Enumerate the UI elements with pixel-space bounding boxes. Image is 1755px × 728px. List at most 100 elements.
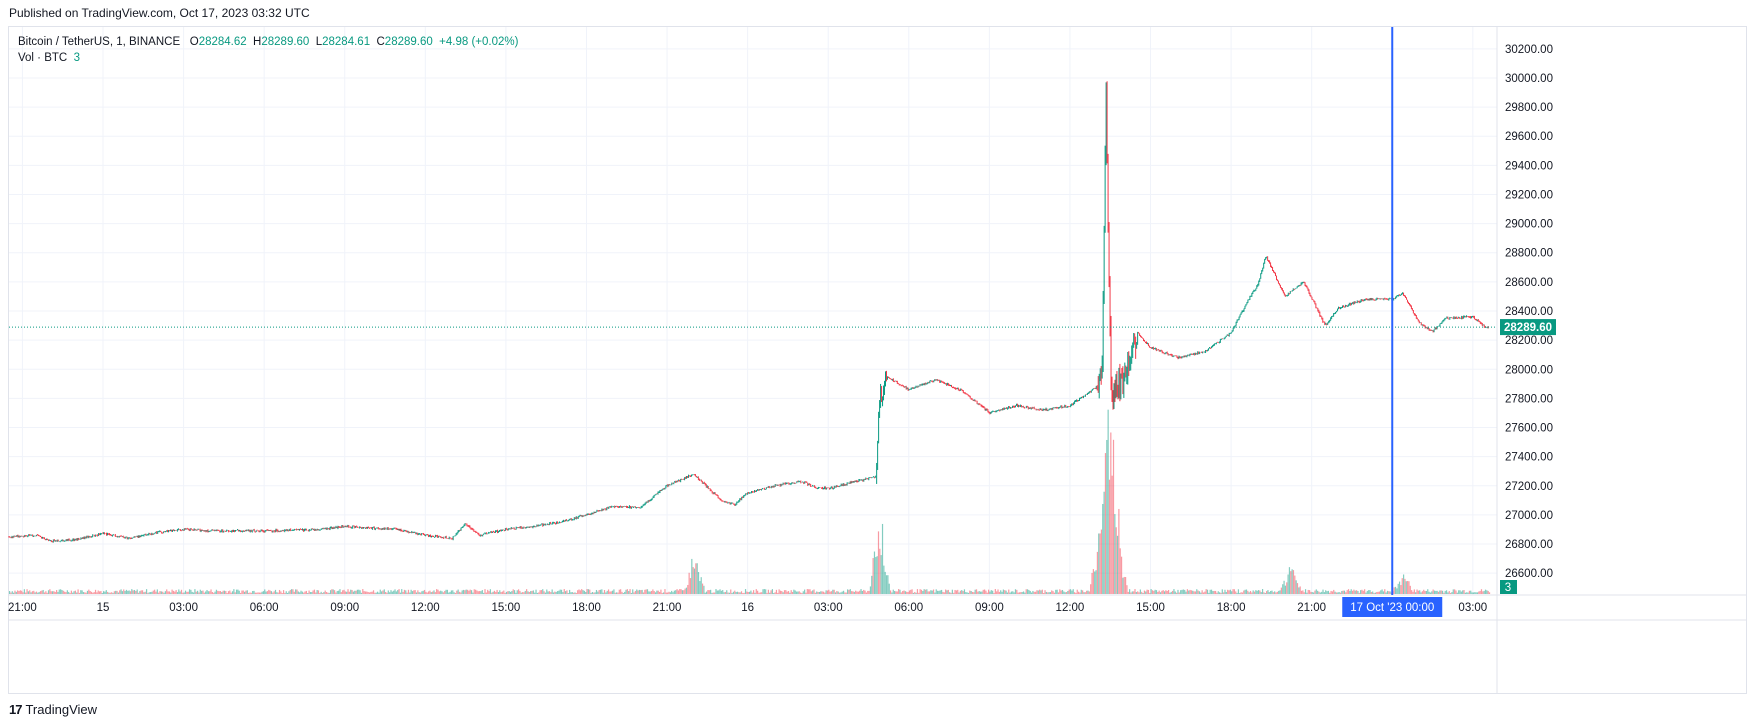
volume-bar <box>511 591 513 594</box>
volume-bar <box>372 590 375 594</box>
volume-bar <box>1311 592 1313 594</box>
volume-bar <box>481 590 483 594</box>
volume-bar <box>295 589 297 594</box>
volume-bar <box>1213 590 1215 594</box>
volume-bar <box>469 589 471 594</box>
volume-bar <box>993 592 995 594</box>
volume-bar <box>990 590 992 594</box>
volume-bar <box>841 591 843 594</box>
volume-bar <box>591 592 594 594</box>
volume-bar <box>802 591 804 594</box>
volume-bar <box>291 589 293 594</box>
volume-bar <box>450 590 453 594</box>
volume-bar <box>1141 591 1143 594</box>
volume-bar <box>285 591 287 594</box>
volume-bar <box>246 590 248 594</box>
volume-bar <box>540 590 543 594</box>
volume-bar <box>57 591 59 594</box>
volume-bar <box>1048 592 1050 594</box>
volume-bar <box>1482 591 1484 594</box>
volume-bar <box>1040 590 1042 594</box>
volume-bar <box>73 591 75 594</box>
volume-bar <box>1291 569 1293 594</box>
volume-bar <box>213 592 215 594</box>
volume-bar <box>133 589 136 594</box>
volume-bar <box>1137 591 1139 594</box>
volume-bar <box>85 592 87 594</box>
volume-bar <box>19 590 21 594</box>
volume-bar <box>1208 592 1210 594</box>
volume-bar <box>304 591 306 594</box>
volume-bar <box>417 590 419 594</box>
volume-bar <box>1464 592 1466 594</box>
volume-bar <box>641 589 643 594</box>
tradingview-logo-icon[interactable]: 17 <box>9 702 23 717</box>
volume-bar <box>1361 589 1363 594</box>
volume-bar <box>910 589 912 594</box>
volume-bar <box>955 590 957 594</box>
volume-bar <box>64 591 66 594</box>
volume-bar <box>1155 590 1158 594</box>
volume-bar <box>806 589 808 594</box>
volume-bar <box>1163 591 1166 594</box>
volume-bar <box>942 591 944 594</box>
volume-bar <box>1252 590 1254 594</box>
volume-bar <box>994 589 996 594</box>
volume-bar <box>444 590 446 594</box>
volume-bar <box>732 591 735 594</box>
volume-bar <box>363 591 365 594</box>
volume-bar <box>564 591 567 594</box>
volume-bar <box>176 592 179 594</box>
volume-bar <box>668 591 670 594</box>
volume-bar <box>804 589 806 594</box>
volume-bar <box>736 591 739 594</box>
chart-frame[interactable] <box>8 26 1747 694</box>
volume-bar <box>1299 586 1301 594</box>
volume-bar <box>1145 591 1147 594</box>
volume-bar <box>72 592 74 594</box>
volume-bar <box>316 590 318 594</box>
volume-bar <box>300 590 302 594</box>
volume-bar <box>1304 589 1307 594</box>
volume-bar <box>1366 590 1368 594</box>
volume-bar <box>1290 571 1292 594</box>
volume-bar <box>916 589 919 594</box>
y-tick-label: 28800.00 <box>1505 248 1553 260</box>
volume-bar <box>288 591 290 594</box>
volume-bar <box>930 590 932 594</box>
volume-label[interactable]: Vol · BTC <box>18 52 68 64</box>
volume-bar <box>1451 592 1453 594</box>
volume-bar <box>308 590 310 594</box>
volume-bar <box>351 589 353 594</box>
legend-ohlc: Bitcoin / TetherUS, 1, BINANCE O28284.62… <box>18 34 518 50</box>
volume-bar <box>1415 592 1417 594</box>
x-tick-label: 06:00 <box>250 602 279 614</box>
volume-bar <box>559 589 561 594</box>
volume-bar <box>1271 590 1273 594</box>
volume-bar <box>1001 591 1003 594</box>
volume-bar <box>62 590 64 594</box>
volume-bar <box>270 591 273 594</box>
volume-bar <box>248 592 250 594</box>
volume-bar <box>163 592 165 594</box>
volume-badge: 3 <box>1500 580 1517 594</box>
volume-bar <box>183 592 185 594</box>
volume-bar <box>646 589 649 594</box>
volume-bar <box>375 592 377 594</box>
volume-bar <box>824 592 826 594</box>
brand-name[interactable]: TradingView <box>25 702 98 717</box>
volume-bar <box>500 592 502 594</box>
volume-bar <box>1456 592 1458 594</box>
volume-bar <box>485 592 487 594</box>
volume-bar <box>342 590 344 594</box>
volume-bar <box>885 575 888 594</box>
volume-bar <box>245 590 247 594</box>
symbol-label[interactable]: Bitcoin / TetherUS, 1, BINANCE <box>18 36 181 48</box>
volume-bar <box>1334 591 1336 594</box>
volume-bar <box>1049 592 1051 594</box>
volume-bar <box>1436 590 1438 594</box>
volume-bar <box>29 590 31 594</box>
volume-bar <box>683 590 685 594</box>
legend-volume: Vol · BTC 3 <box>18 50 80 66</box>
